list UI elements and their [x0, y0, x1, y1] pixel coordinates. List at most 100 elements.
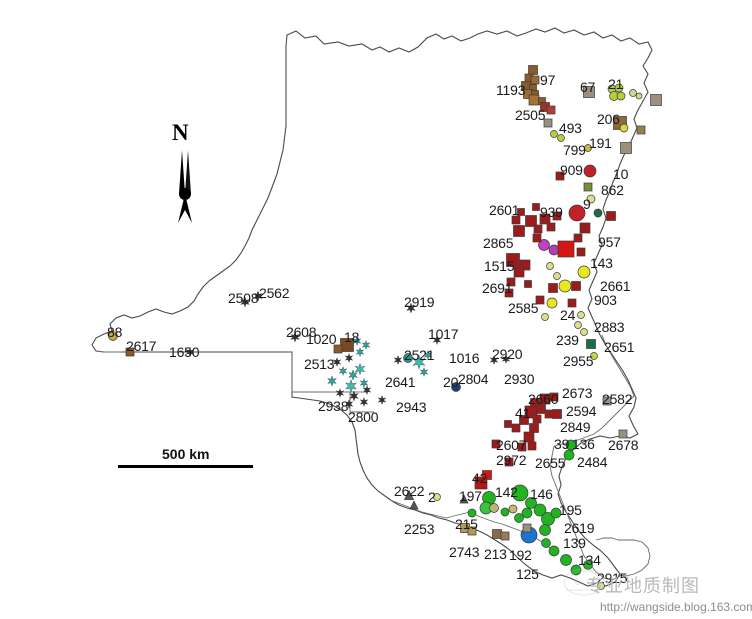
- map-marker-tan-sq: [650, 94, 662, 106]
- map-label-67: 67: [580, 79, 596, 95]
- map-marker-darkred-sq: [524, 280, 532, 288]
- map-marker-darkred-sq: [533, 224, 543, 234]
- map-marker-ygreen-c: [614, 83, 624, 93]
- map-label-195: 195: [559, 502, 582, 518]
- map-marker-ygreen-c: [616, 91, 626, 101]
- map-label-2743: 2743: [449, 544, 480, 560]
- map-marker-teal-star: [359, 377, 369, 389]
- map-marker-pyellow-c: [508, 504, 518, 514]
- map-marker-pyellow-c: [577, 311, 585, 319]
- map-marker-teal-star: [327, 375, 337, 387]
- map-marker-darkred-sq: [532, 203, 540, 211]
- map-label-2562: 2562: [259, 285, 290, 301]
- map-label-21: 21: [608, 76, 624, 92]
- map-marker-darkred-sq: [535, 295, 545, 305]
- map-label-2253: 2253: [404, 521, 435, 537]
- map-label-24: 24: [560, 307, 576, 323]
- map-label-2582: 2582: [602, 391, 633, 407]
- map-label-10: 10: [613, 166, 629, 182]
- map-marker-tan-sq: [602, 396, 612, 406]
- map-marker-teal-star: [419, 366, 429, 378]
- map-marker-red-c: [568, 204, 586, 222]
- map-marker-darkred-sq: [573, 233, 583, 243]
- map-marker-darkred-sq: [532, 233, 542, 243]
- map-label-799: 799: [563, 142, 586, 158]
- map-marker-star-dk: [335, 387, 345, 399]
- map-marker-star-dk: [349, 390, 359, 402]
- map-marker-darkred-sq: [504, 420, 512, 428]
- map-marker-darkred-sq: [506, 277, 516, 287]
- map-label-9: 9: [583, 196, 591, 212]
- map-marker-darkred-sq: [491, 439, 501, 449]
- map-marker-green-c: [521, 507, 533, 519]
- map-label-125: 125: [516, 566, 539, 582]
- map-marker-grey-sq: [543, 118, 553, 128]
- map-marker-green-c: [514, 513, 524, 523]
- map-marker-darkred-sq: [555, 171, 565, 181]
- north-arrow-label: N: [172, 120, 189, 145]
- map-label-2617: 2617: [126, 338, 157, 354]
- map-label-192: 192: [509, 547, 532, 563]
- province-boundaries: [95, 334, 651, 581]
- map-label-2800: 2800: [348, 409, 379, 425]
- map-label-2678: 2678: [608, 437, 639, 453]
- map-marker-yellow-c: [546, 297, 558, 309]
- map-label-1016: 1016: [449, 350, 480, 366]
- map-marker-pyellow-c: [553, 272, 561, 280]
- map-label-2: 2: [428, 489, 436, 505]
- map-label-88: 88: [107, 324, 123, 340]
- map-marker-green-c: [550, 507, 562, 519]
- map-marker-star-dk: [344, 352, 354, 364]
- map-marker-pyellow-c: [580, 328, 588, 336]
- map-label-2955: 2955: [563, 353, 594, 369]
- map-label-146: 146: [530, 486, 553, 502]
- map-marker-green-c: [539, 524, 551, 536]
- map-marker-darkred-sq: [517, 208, 525, 216]
- map-marker-darkred-sq: [517, 442, 527, 452]
- map-label-39: 39: [554, 436, 570, 452]
- map-marker-green-c: [565, 439, 577, 451]
- map-marker-pyellow-c: [489, 503, 499, 513]
- map-marker-darkred-sq: [606, 211, 616, 221]
- map-label-2619: 2619: [564, 520, 595, 536]
- map-marker-darkred-sq: [567, 298, 577, 308]
- map-label-2943: 2943: [396, 399, 427, 415]
- map-label-2883: 2883: [594, 319, 625, 335]
- map-marker-green-c: [583, 560, 593, 570]
- map-marker-green-c: [560, 554, 572, 566]
- map-marker-teal-star: [423, 349, 433, 361]
- map-marker-star-dk: [406, 302, 416, 314]
- map-label-2655: 2655: [535, 455, 566, 471]
- map-marker-pyellow-c: [597, 582, 605, 590]
- map-marker-navy-c: [451, 382, 461, 392]
- map-marker-teal-star: [338, 365, 348, 377]
- map-label-41: 41: [515, 405, 531, 421]
- map-label-2484: 2484: [577, 454, 608, 470]
- map-marker-pyellow-c: [586, 194, 596, 204]
- map-label-206: 206: [597, 111, 620, 127]
- map-marker-olive-sq: [636, 125, 646, 135]
- map-marker-tan-sq: [618, 429, 628, 439]
- map-marker-yellow-c: [577, 265, 591, 279]
- map-marker-teal-star: [352, 335, 362, 347]
- map-marker-teal-star: [348, 369, 358, 381]
- map-label-2622: 2622: [394, 483, 425, 499]
- map-marker-teal-star: [355, 346, 365, 358]
- map-marker-darkred-sq: [504, 457, 514, 467]
- map-marker-darkred-sq: [519, 415, 529, 425]
- map-marker-star-dk: [432, 334, 442, 346]
- map-label-20: 20: [443, 374, 459, 390]
- map-marker-star-dk: [362, 384, 372, 396]
- map-label-2920: 2920: [492, 346, 523, 362]
- map-marker-darkred-sq: [539, 213, 551, 225]
- map-marker-olive-sq: [467, 526, 477, 536]
- map-label-2585: 2585: [508, 300, 539, 316]
- map-marker-green-c: [500, 507, 510, 517]
- map-label-2641: 2641: [385, 374, 416, 390]
- map-label-493: 493: [559, 120, 582, 136]
- map-marker-darkred-sq: [532, 414, 542, 424]
- map-marker-brown-sq: [530, 75, 540, 85]
